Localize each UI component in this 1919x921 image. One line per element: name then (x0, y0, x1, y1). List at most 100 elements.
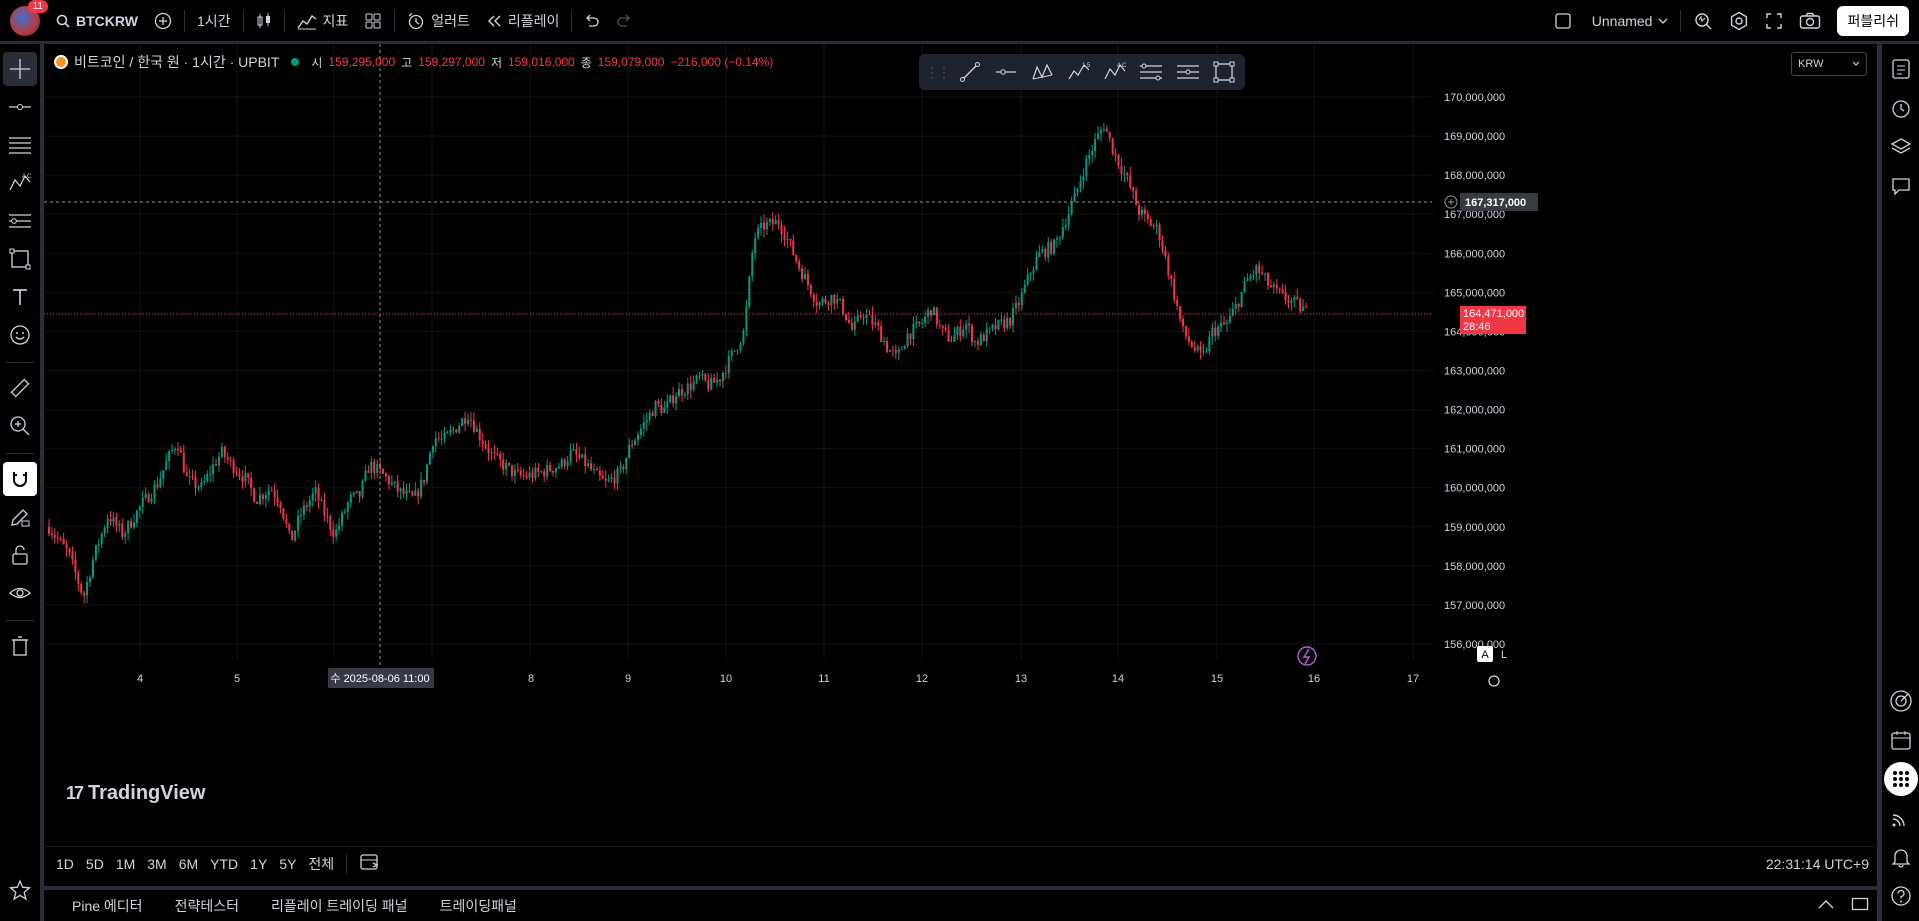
trend-line-tool[interactable] (3, 90, 37, 124)
templates-button[interactable] (356, 5, 390, 37)
candle-down (1158, 224, 1161, 241)
candlestick-chart[interactable]: 170,000,000 169,000,000 168,000,000 167,000… (44, 44, 1877, 846)
range-6m-button[interactable]: 6M (178, 855, 199, 872)
object-tree-button[interactable] (1884, 130, 1918, 164)
trend-line-button[interactable] (955, 57, 985, 87)
streams-button[interactable] (1884, 801, 1918, 835)
candle-up (1047, 242, 1050, 257)
market-status-icon[interactable] (291, 58, 300, 66)
rectangle-button[interactable] (1209, 57, 1239, 87)
tab-strategy-tester[interactable]: 전략테스터 (174, 897, 239, 914)
horizontal-ray-button[interactable] (991, 57, 1021, 87)
undo-button[interactable] (576, 5, 608, 37)
candle-up (171, 450, 174, 452)
legend-title[interactable]: 비트코인 / 한국 원 · 1시간 · UPBIT (74, 54, 280, 70)
goto-date-button[interactable] (359, 852, 381, 875)
log-scale-button[interactable]: L (1501, 649, 1507, 661)
crosshair-date-tag (328, 668, 434, 688)
settings-button[interactable] (1721, 5, 1757, 37)
drag-handle-icon[interactable]: ⋮⋮ (925, 63, 951, 80)
range-1y-button[interactable]: 1Y (250, 855, 268, 872)
range-ytd-button[interactable]: YTD (210, 855, 239, 872)
quick-search-icon (1695, 12, 1712, 29)
chart-pane[interactable]: 170,000,000 169,000,000 168,000,000 167,000… (44, 44, 1877, 846)
toolbar-separator (183, 9, 185, 32)
timezone-clock[interactable]: 22:31:14 UTC+9 (1765, 855, 1869, 872)
compare-symbol-button[interactable] (146, 5, 180, 37)
calendar-button[interactable] (1884, 723, 1918, 757)
alarm-clock-icon (1891, 100, 1910, 118)
candle-down (631, 445, 634, 447)
candle-down (276, 497, 279, 504)
hide-drawings-button[interactable] (3, 576, 37, 610)
ideas-button[interactable] (1884, 684, 1918, 718)
range-3m-button[interactable]: 3M (147, 855, 167, 872)
replay-button[interactable]: 리플레이 (478, 5, 568, 37)
lock-drawings-button[interactable] (3, 538, 37, 572)
redo-button[interactable] (608, 5, 640, 37)
alert-button[interactable]: 얼러트 (399, 5, 478, 37)
user-avatar[interactable]: 11 (10, 0, 48, 36)
add-alert-icon[interactable] (1444, 195, 1458, 209)
range-1m-button[interactable]: 1M (115, 855, 136, 872)
range-5y-button[interactable]: 5Y (279, 855, 297, 872)
tab-pine-editor[interactable]: Pine 에디터 (72, 897, 143, 914)
lightning-event-icon[interactable] (1297, 646, 1317, 666)
time-axis-label: 14 (1112, 673, 1124, 685)
tab-trading-panel[interactable]: 트레이딩패널 (439, 897, 517, 914)
emoji-tool[interactable] (3, 318, 37, 352)
candles-icon (257, 12, 270, 28)
zoom-tool[interactable] (3, 409, 37, 443)
remove-drawings-button[interactable] (3, 629, 37, 663)
fullscreen-button[interactable] (1757, 5, 1791, 37)
fib-tool[interactable] (3, 128, 37, 162)
tab-replay-trading[interactable]: 리플레이 트레이딩 패널 (270, 897, 408, 914)
text-tool[interactable] (3, 280, 37, 314)
candle-up (865, 314, 868, 318)
notifications-button[interactable] (1884, 840, 1918, 874)
collapse-panel-button[interactable] (1817, 897, 1835, 914)
candle-up (768, 218, 771, 223)
quick-search-button[interactable] (1685, 5, 1721, 37)
range-1d-button[interactable]: 1D (56, 855, 74, 872)
projection-tool[interactable] (3, 204, 37, 238)
help-button[interactable] (1884, 879, 1918, 913)
chart-type-button[interactable] (248, 5, 280, 37)
indicators-button[interactable]: 지표 (289, 5, 357, 37)
auto-scale-button[interactable]: A (1481, 649, 1489, 661)
chats-button[interactable] (1884, 169, 1918, 203)
measure-tool[interactable] (3, 371, 37, 405)
range-all-button[interactable]: 전체 (308, 855, 335, 872)
tradingview-logo[interactable]: 17 TradingView (66, 782, 205, 805)
range-5d-button[interactable]: 5D (85, 855, 104, 872)
candle-up (446, 432, 449, 434)
snapshot-button[interactable] (1791, 5, 1829, 37)
crosshair-tool[interactable] (3, 52, 37, 86)
candle-up (1035, 257, 1038, 270)
products-button[interactable] (1883, 762, 1918, 796)
watchlist-button[interactable] (1884, 52, 1918, 86)
layout-menu-button[interactable]: Unnamed (1546, 5, 1677, 37)
price-range-button[interactable] (1136, 57, 1166, 87)
currency-select[interactable]: KRW (1791, 52, 1867, 76)
candle-down (1176, 299, 1179, 307)
shape-tool[interactable] (3, 242, 37, 276)
maximize-panel-button[interactable] (1851, 897, 1869, 914)
candle-down (215, 464, 218, 466)
xabcd-pattern-button[interactable] (1028, 57, 1058, 87)
alerts-panel-button[interactable] (1884, 91, 1918, 125)
parallel-channel-button[interactable] (1173, 57, 1203, 87)
magnet-mode-button[interactable] (3, 462, 37, 496)
interval-button[interactable]: 1시간 (189, 5, 239, 37)
candle-down (1017, 302, 1020, 305)
axis-settings-icon[interactable] (1488, 675, 1500, 687)
candle-up (692, 381, 695, 391)
symbol-search-button[interactable]: BTCKRW (48, 5, 146, 37)
candle-up (467, 419, 470, 424)
stay-drawing-button[interactable] (3, 500, 37, 534)
publish-button[interactable]: 퍼블리쉬 (1837, 5, 1909, 36)
favorites-button[interactable] (3, 873, 37, 907)
